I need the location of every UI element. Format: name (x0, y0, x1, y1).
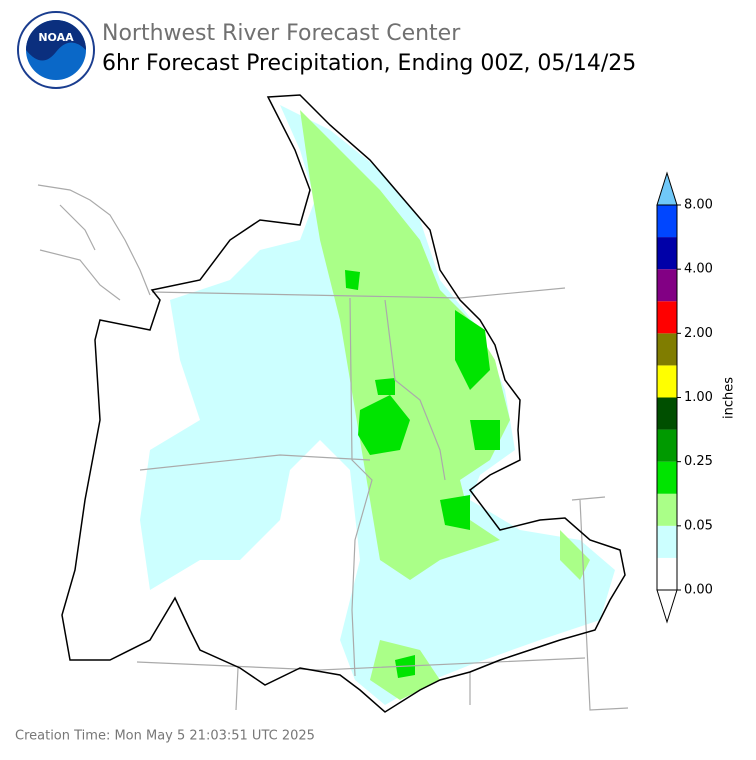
colorbar-segment (657, 333, 677, 366)
colorbar-segment (657, 493, 677, 526)
colorbar-segment (657, 429, 677, 462)
colorbar-segment (657, 365, 677, 398)
colorbar-segment (657, 397, 677, 430)
colorbar-segment (657, 269, 677, 302)
colorbar-tick-label: 1.00 (684, 390, 713, 405)
colorbar-segment (657, 205, 677, 238)
map (37, 94, 629, 713)
colorbar-tick-label: 2.00 (684, 326, 713, 341)
creation-time: Creation Time: Mon May 5 21:03:51 UTC 20… (15, 729, 315, 744)
colorbar-segment (657, 525, 677, 558)
colorbar-tick-label: 0.00 (684, 583, 713, 598)
colorbar: 0.00 0.05 0.25 1.00 2.00 4.00 8.00 (656, 171, 713, 624)
colorbar-tick-label: 8.00 (684, 198, 713, 213)
colorbar-segment (657, 237, 677, 270)
logo-text: NOAA (38, 31, 74, 44)
colorbar-tick-label: 4.00 (684, 262, 713, 277)
colorbar-label: inches (722, 377, 737, 419)
colorbar-tick-label: 0.05 (684, 518, 713, 533)
colorbar-over (656, 171, 678, 206)
colorbar-tick-label: 0.25 (684, 454, 713, 469)
colorbar-segment (657, 557, 677, 590)
colorbar-segment (657, 301, 677, 334)
colorbar-under (656, 589, 678, 624)
title: Northwest River Forecast Center (102, 21, 461, 46)
noaa-logo: NOAA (17, 11, 95, 89)
subtitle: 6hr Forecast Precipitation, Ending 00Z, … (102, 51, 636, 76)
colorbar-segment (657, 461, 677, 494)
